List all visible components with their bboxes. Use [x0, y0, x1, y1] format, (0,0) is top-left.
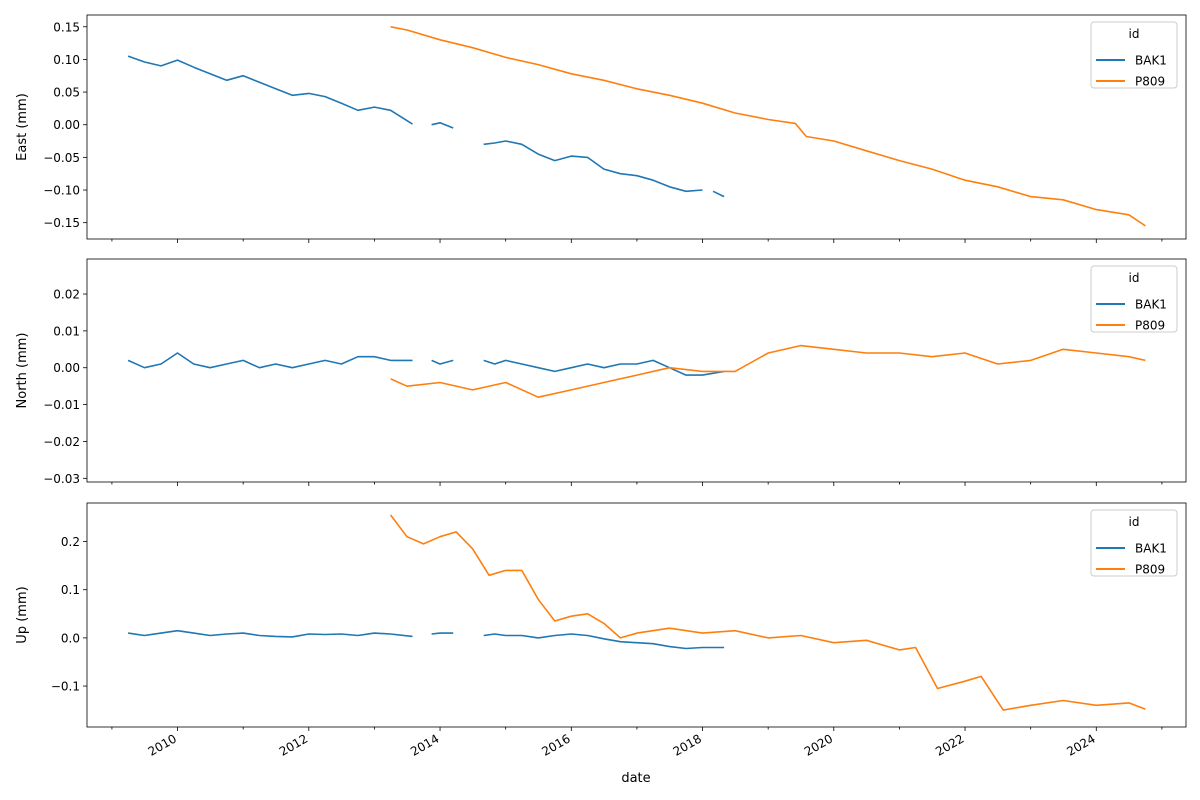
series-line-bak1: [483, 633, 725, 650]
legend-title: id: [1129, 271, 1140, 285]
legend-title: id: [1129, 515, 1140, 529]
legend-label-bak1: BAK1: [1135, 54, 1167, 68]
y-tick-label: −0.15: [43, 216, 80, 230]
x-tick-label: 2024: [1064, 731, 1097, 758]
series-line-p809: [390, 344, 1146, 399]
legend-label-p809: P809: [1135, 319, 1165, 333]
x-tick-label: 2010: [146, 731, 179, 758]
legend-label-bak1: BAK1: [1135, 298, 1167, 312]
series-line-bak1: [431, 632, 454, 635]
y-tick-label: −0.1: [51, 680, 80, 694]
y-tick-label: −0.01: [43, 398, 80, 412]
y-tick-label: 0.05: [53, 86, 80, 100]
series-line-bak1: [431, 359, 454, 365]
series-line-bak1: [127, 55, 413, 125]
panel-3: 0.2 0.1 0.0 −0.1 Up (mm) 2010 2012 2014 2016 2018…: [15, 502, 1187, 759]
x-tick-label: 2022: [933, 731, 966, 758]
legend-title: id: [1129, 27, 1140, 41]
legend-label-p809: P809: [1135, 75, 1165, 89]
y-axis-label: East (mm): [15, 93, 30, 161]
series-line-bak1: [483, 140, 703, 193]
y-tick-label: −0.03: [43, 472, 80, 486]
y-axis-label: North (mm): [15, 333, 30, 409]
axes-frame: [86, 258, 1187, 483]
series-line-bak1: [483, 359, 725, 376]
series-lines: [127, 344, 1146, 399]
y-tick-label: 0.10: [53, 53, 80, 67]
series-lines: [127, 26, 1146, 227]
y-tick-label: −0.05: [43, 151, 80, 165]
y-tick-label: −0.02: [43, 435, 80, 449]
series-line-bak1: [127, 352, 413, 369]
x-tick-label: 2018: [671, 731, 704, 758]
y-axis-label: Up (mm): [15, 586, 30, 643]
legend-label-bak1: BAK1: [1135, 542, 1167, 556]
legend: id BAK1 P809: [1090, 21, 1178, 89]
series-line-bak1: [431, 122, 454, 129]
axes-frame: [86, 502, 1187, 728]
series-line-bak1: [712, 190, 725, 198]
legend-box: [1090, 509, 1178, 577]
y-tick-label: 0.2: [61, 535, 80, 549]
panels: 0.15 0.10 0.05 0.00 −0.05 −0.10 −0.15 East (mm)…: [15, 14, 1187, 759]
y-tick-label: 0.00: [53, 118, 80, 132]
y-tick-label: 0.1: [61, 583, 80, 597]
y-tick-label: 0.02: [53, 288, 80, 302]
legend-box: [1090, 265, 1178, 333]
panel-1: 0.15 0.10 0.05 0.00 −0.05 −0.10 −0.15 East (mm)…: [15, 14, 1187, 243]
legend-box: [1090, 21, 1178, 89]
x-axis-label: date: [621, 771, 650, 786]
axes-frame: [86, 14, 1187, 240]
x-tick-label: 2012: [277, 731, 310, 758]
series-lines: [127, 514, 1146, 711]
series-line-p809: [390, 26, 1146, 227]
series-line-p809: [389, 514, 1146, 711]
y-tick-label: 0.15: [53, 20, 80, 34]
x-tick-label: 2014: [408, 731, 441, 758]
legend: id BAK1 P809: [1090, 509, 1178, 577]
x-tick-label: 2016: [539, 731, 572, 758]
y-tick-label: 0.01: [53, 324, 80, 338]
y-tick-label: 0.00: [53, 361, 80, 375]
y-tick-label: −0.10: [43, 184, 80, 198]
panel-2: 0.02 0.01 0.00 −0.01 −0.02 −0.03 North (mm) id B…: [15, 258, 1187, 486]
legend-label-p809: P809: [1135, 563, 1165, 577]
legend: id BAK1 P809: [1090, 265, 1178, 333]
series-line-bak1: [127, 629, 413, 638]
x-tick-label: 2020: [802, 731, 835, 758]
y-tick-label: 0.0: [61, 631, 80, 645]
